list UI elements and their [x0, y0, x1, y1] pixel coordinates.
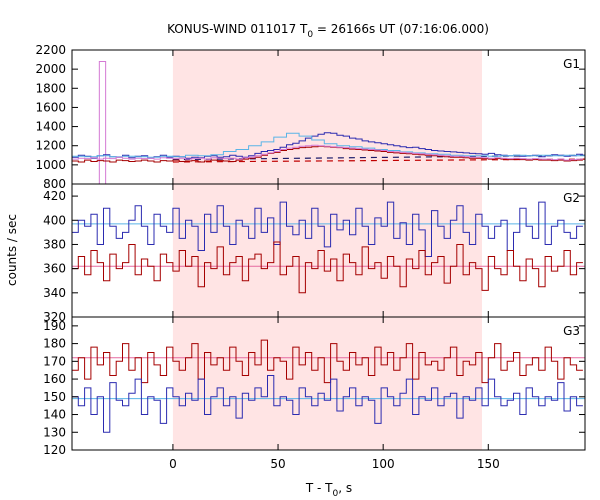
y-tick-label: 1800 — [35, 81, 66, 95]
chart-panels: 8001000120014001600180020002200G13203403… — [35, 43, 586, 471]
y-tick-label: 320 — [43, 310, 66, 324]
x-tick-label: 150 — [477, 457, 500, 471]
y-axis-label: counts / sec — [5, 214, 19, 286]
x-axis-label-subscript: 0 — [333, 489, 339, 499]
series-1-line — [72, 201, 583, 257]
panel-label: G3 — [563, 324, 580, 338]
series-4-line — [72, 144, 583, 161]
y-tick-label: 140 — [43, 408, 66, 422]
y-tick-label: 1000 — [35, 158, 66, 172]
panel-G1-plot — [72, 50, 585, 184]
y-tick-label: 160 — [43, 372, 66, 386]
x-axis-label: T - T0, s — [305, 481, 352, 499]
y-tick-label: 120 — [43, 443, 66, 457]
shaded-interval — [172, 184, 482, 317]
y-tick-label: 420 — [43, 189, 66, 203]
y-tick-label: 340 — [43, 286, 66, 300]
x-axis-label-prefix: T - T — [305, 481, 333, 495]
series-1-line — [72, 339, 583, 384]
y-tick-label: 180 — [43, 337, 66, 351]
y-tick-label: 400 — [43, 213, 66, 227]
shaded-interval — [172, 317, 482, 450]
chart-title-suffix: = 26166s UT (07:16:06.000) — [313, 22, 489, 36]
shaded-interval — [172, 50, 482, 184]
spike-bar — [98, 60, 107, 184]
y-tick-label: 800 — [43, 177, 66, 191]
panel-frame — [71, 316, 586, 451]
x-axis-label-suffix: , s — [338, 481, 352, 495]
y-tick-label: 1200 — [35, 139, 66, 153]
chart-title-prefix: KONUS-WIND 011017 T — [167, 22, 308, 36]
series-2-line — [72, 375, 583, 433]
y-tick-label: 130 — [43, 425, 66, 439]
series-2-line — [72, 132, 585, 158]
panel-G2-plot — [72, 184, 585, 317]
panel-label: G1 — [563, 57, 580, 71]
x-tick-label: 50 — [270, 457, 285, 471]
chart-title-subscript: 0 — [307, 30, 313, 40]
y-tick-label: 190 — [43, 319, 66, 333]
chart-title: KONUS-WIND 011017 T0 = 26166s UT (07:16:… — [167, 22, 489, 40]
x-tick-label: 0 — [169, 457, 177, 471]
x-tick-label: 100 — [372, 457, 395, 471]
y-tick-label: 1600 — [35, 100, 66, 114]
y-tick-label: 380 — [43, 237, 66, 251]
y-tick-label: 150 — [43, 390, 66, 404]
y-tick-label: 1400 — [35, 120, 66, 134]
y-tick-label: 2200 — [35, 43, 66, 57]
y-tick-label: 2000 — [35, 62, 66, 76]
y-tick-label: 360 — [43, 262, 66, 276]
panel-label: G2 — [563, 191, 580, 205]
series-2-line — [72, 241, 583, 294]
y-tick-label: 170 — [43, 354, 66, 368]
panel-G3-plot — [72, 317, 585, 450]
